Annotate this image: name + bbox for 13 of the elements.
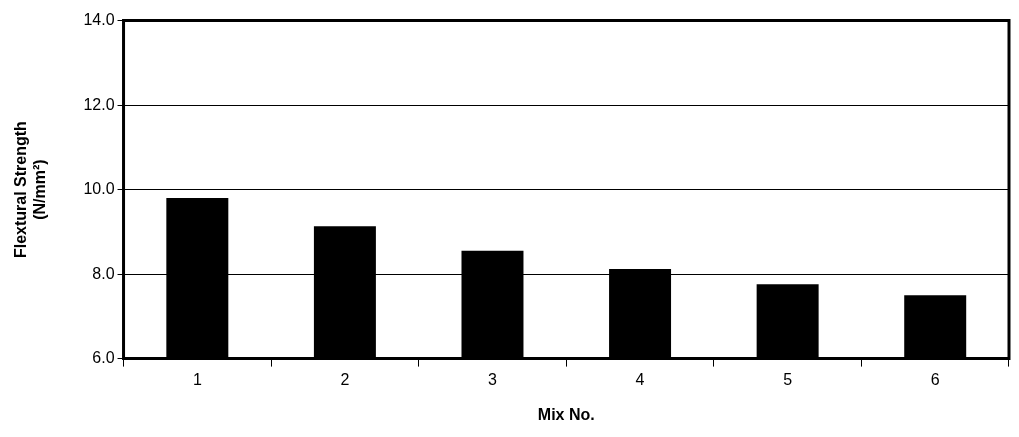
x-tick-label: 3	[488, 370, 498, 388]
y-tick-label: 6.0	[92, 349, 115, 367]
y-tick-label: 10.0	[83, 180, 115, 198]
y-axis-title: Flextural Strength (N/mm²)	[12, 121, 49, 259]
x-tick-label: 4	[635, 370, 645, 388]
x-tick-label: 2	[340, 370, 350, 388]
y-tick-label: 14.0	[83, 11, 115, 29]
y-tick-label: 12.0	[83, 95, 115, 113]
x-tick-label: 6	[930, 370, 940, 388]
y-tick-label: 8.0	[92, 264, 115, 282]
x-axis-title: Mix No.	[537, 405, 595, 423]
x-tick-label: 1	[192, 370, 202, 388]
x-tick-label: 5	[783, 370, 793, 388]
